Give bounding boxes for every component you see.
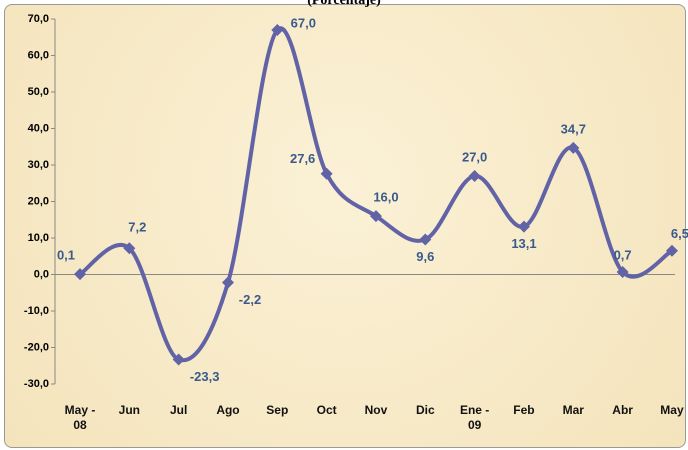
marker bbox=[419, 233, 432, 246]
chart-frame bbox=[4, 4, 686, 448]
y-tick-label: 20,0 bbox=[28, 195, 49, 207]
data-label: 27,0 bbox=[462, 149, 487, 164]
x-tick-label: Feb bbox=[513, 403, 535, 417]
data-label: -2,2 bbox=[239, 292, 261, 307]
data-label: 0,7 bbox=[614, 247, 632, 262]
x-tick-label: May bbox=[660, 403, 684, 417]
y-tick-label: -20,0 bbox=[24, 341, 49, 353]
marker bbox=[320, 167, 333, 180]
x-tick-label: Oct bbox=[316, 403, 337, 417]
marker bbox=[517, 220, 530, 233]
x-tick-label: Sep bbox=[266, 403, 289, 417]
y-tick-label: 70,0 bbox=[28, 13, 49, 25]
data-label: 13,1 bbox=[511, 236, 536, 251]
x-tick-label: Ene - 09 bbox=[459, 403, 490, 432]
y-tick-label: 10,0 bbox=[28, 232, 49, 244]
data-label: 16,0 bbox=[373, 190, 398, 205]
marker bbox=[123, 242, 136, 255]
y-tick-label: 30,0 bbox=[28, 159, 49, 171]
chart-subtitle: (Porcentaje) bbox=[307, 0, 381, 8]
data-label: 7,2 bbox=[128, 220, 146, 235]
y-tick-label: 60,0 bbox=[28, 49, 49, 61]
x-tick-label: Jun bbox=[118, 403, 140, 417]
data-label: 34,7 bbox=[561, 121, 586, 136]
marker bbox=[172, 353, 185, 366]
marker bbox=[369, 210, 382, 223]
marker bbox=[271, 23, 284, 36]
marker bbox=[616, 265, 629, 278]
marker bbox=[468, 169, 481, 182]
data-label: 67,0 bbox=[291, 15, 316, 30]
marker bbox=[221, 276, 234, 289]
x-tick-label: Nov bbox=[364, 403, 388, 417]
x-tick-label: Abr bbox=[612, 403, 633, 417]
data-label: 9,6 bbox=[416, 249, 434, 264]
data-label: 27,6 bbox=[290, 151, 315, 166]
marker bbox=[567, 141, 580, 154]
x-tick-label: Mar bbox=[562, 403, 584, 417]
data-label: 0,1 bbox=[57, 248, 75, 263]
y-tick-label: -10,0 bbox=[24, 305, 49, 317]
x-tick-label: May - 08 bbox=[64, 403, 96, 432]
x-tick-label: Dic bbox=[415, 403, 435, 417]
marker bbox=[665, 244, 678, 257]
marker bbox=[74, 268, 86, 281]
y-tick-label: 40,0 bbox=[28, 122, 49, 134]
y-tick-label: 0,0 bbox=[34, 268, 49, 280]
data-label: -23,3 bbox=[190, 369, 220, 384]
x-tick-label: Ago bbox=[216, 403, 240, 417]
y-tick-label: 50,0 bbox=[28, 86, 49, 98]
x-tick-label: Jul bbox=[169, 403, 188, 417]
data-label: 6,5 bbox=[671, 226, 688, 241]
y-tick-label: -30,0 bbox=[24, 378, 49, 390]
